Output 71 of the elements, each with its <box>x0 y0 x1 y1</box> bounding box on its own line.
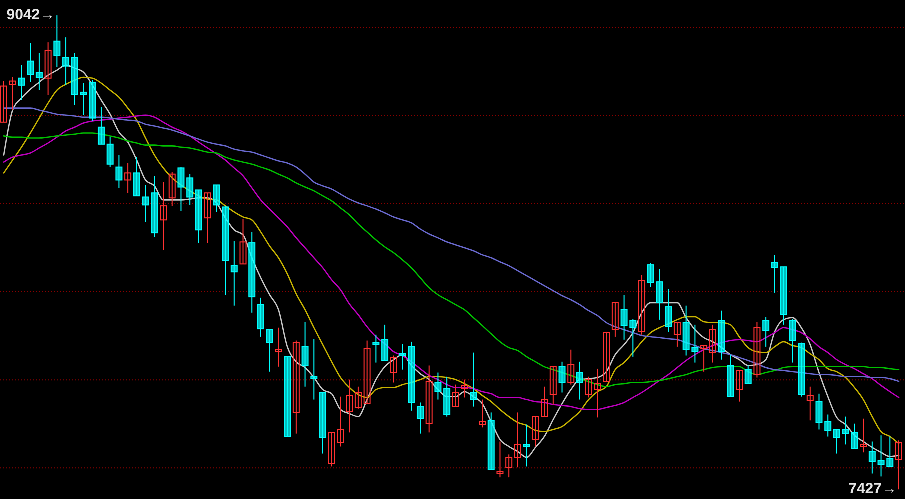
candlestick <box>736 370 743 402</box>
candlestick <box>426 365 433 434</box>
candlestick <box>762 316 770 348</box>
candlestick <box>612 302 619 338</box>
candlestick <box>709 324 716 364</box>
candlestick <box>106 136 114 168</box>
candlestick <box>62 37 70 86</box>
candlestick <box>346 379 354 434</box>
candlestick <box>36 52 43 91</box>
candlestick <box>266 329 274 372</box>
candlestick <box>806 386 814 422</box>
candlestick <box>213 184 220 213</box>
candlestick <box>496 441 504 478</box>
candlestick <box>833 429 840 454</box>
candlestick <box>824 414 832 438</box>
candlestick <box>461 379 468 398</box>
candlestick <box>310 338 318 400</box>
candlestick <box>240 218 247 265</box>
candlestick <box>372 334 380 364</box>
candlestick <box>665 288 672 332</box>
candlestick <box>204 192 212 244</box>
candlestick <box>506 454 513 478</box>
candlestick <box>789 318 796 364</box>
candlestick <box>896 440 902 490</box>
candlestick <box>275 327 282 368</box>
candlestick <box>390 355 398 384</box>
candlestick <box>382 324 389 362</box>
candlestick <box>186 174 194 206</box>
candlestick <box>452 384 460 408</box>
candlestick <box>550 366 557 406</box>
annotation: 9042→ <box>6 6 56 24</box>
candlestick <box>700 345 708 372</box>
candlestick <box>541 386 548 418</box>
candlestick <box>124 162 132 194</box>
candlestick <box>638 274 646 336</box>
candlestick <box>168 172 176 207</box>
candlestick <box>868 441 876 474</box>
candlestick <box>532 416 540 448</box>
candlestick <box>98 106 105 145</box>
candlestick <box>27 42 34 83</box>
candlestick <box>230 240 238 306</box>
candlestick <box>860 418 868 454</box>
candlestick <box>302 322 309 388</box>
candlestick <box>178 166 185 212</box>
candlestick <box>603 331 610 382</box>
candlestick <box>116 154 123 189</box>
candlestick <box>9 76 16 111</box>
candlestick <box>523 424 530 468</box>
candlestick <box>514 412 522 468</box>
candlestick <box>754 322 761 378</box>
candlestick <box>479 399 486 428</box>
candlestick <box>558 361 566 394</box>
candlestick <box>744 365 752 384</box>
candlestick <box>816 393 823 430</box>
annotation: 7427→ <box>848 480 897 498</box>
candlestick <box>133 156 140 197</box>
candlestick <box>0 80 8 123</box>
candlestick <box>54 15 61 68</box>
candlestick <box>354 386 362 410</box>
candlestick <box>292 340 300 434</box>
candlestick <box>416 402 424 434</box>
candlestick <box>576 361 584 400</box>
candlestick <box>434 372 442 400</box>
candlestick <box>470 352 478 408</box>
candlestick <box>364 340 371 404</box>
candlestick <box>568 349 575 386</box>
candlestick <box>18 64 26 101</box>
candlestick <box>771 254 778 294</box>
candlestick <box>160 182 168 251</box>
candlestick <box>44 42 52 96</box>
candlestick <box>674 322 681 348</box>
